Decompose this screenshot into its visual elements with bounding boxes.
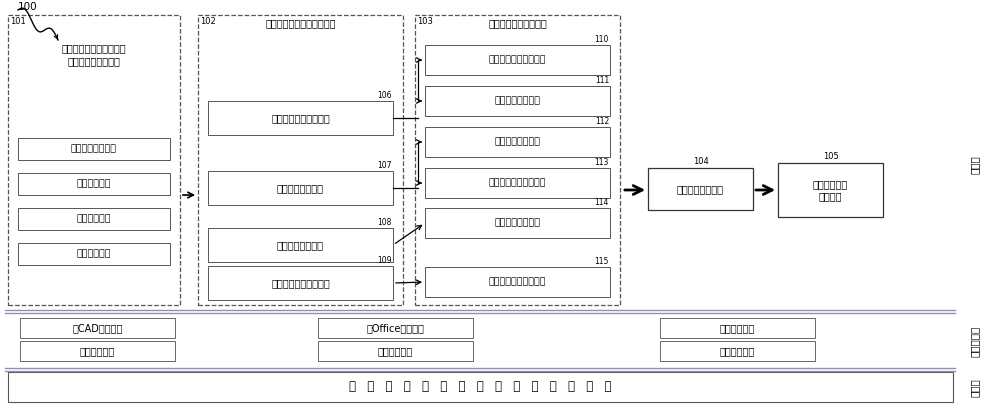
Bar: [425, 127, 610, 157]
Bar: [8, 15, 180, 305]
Text: 101: 101: [10, 17, 26, 26]
Text: 模型变更数据: 模型变更数据: [77, 179, 111, 188]
Bar: [198, 15, 403, 305]
Text: 产品结构变更数据: 产品结构变更数据: [71, 145, 117, 153]
Text: 102: 102: [200, 17, 216, 26]
Text: 113: 113: [595, 158, 609, 167]
Text: 115: 115: [595, 257, 609, 266]
Text: 变更仿真验证模块: 变更仿真验证模块: [494, 219, 540, 228]
Text: 与CAD集成模块: 与CAD集成模块: [72, 323, 123, 333]
Text: 100: 100: [18, 2, 38, 12]
Bar: [18, 138, 170, 160]
Text: 112: 112: [595, 117, 609, 126]
Text: 属性变更数据: 属性变更数据: [77, 215, 111, 224]
Text: 属性变更管理模块: 属性变更管理模块: [277, 183, 324, 193]
Text: 审批流程模块: 审批流程模块: [720, 323, 755, 333]
Text: 权限配置模块: 权限配置模块: [378, 346, 413, 356]
Text: 109: 109: [378, 256, 392, 265]
Text: 模型变更管理模块: 模型变更管理模块: [277, 240, 324, 250]
Text: 工艺配套变更管理模块: 工艺配套变更管理模块: [489, 55, 546, 64]
Bar: [415, 15, 620, 305]
Bar: [318, 341, 473, 361]
Text: 实做状态变更
管理模块: 实做状态变更 管理模块: [813, 179, 848, 201]
Text: 107: 107: [378, 161, 392, 170]
Text: 状态参数变更管理模块: 状态参数变更管理模块: [489, 179, 546, 188]
Bar: [18, 173, 170, 195]
Text: 104: 104: [693, 157, 708, 166]
Text: 108: 108: [378, 218, 392, 227]
Text: 基   于   三   维   的   航   天   器   总   装   系   统   数   据   库: 基 于 三 维 的 航 天 器 总 装 系 统 数 据 库: [349, 381, 612, 394]
Text: 工艺文件变更管理模块: 工艺文件变更管理模块: [488, 18, 547, 28]
Bar: [425, 208, 610, 238]
Text: 数据层: 数据层: [970, 379, 980, 397]
Bar: [208, 101, 393, 135]
Text: 105: 105: [823, 152, 838, 161]
Text: 与Office集成模块: 与Office集成模块: [367, 323, 424, 333]
Text: 实施变更管理模块: 实施变更管理模块: [677, 184, 724, 194]
Text: 111: 111: [595, 76, 609, 85]
Bar: [18, 243, 170, 265]
Text: 产品结构变更管理模块: 产品结构变更管理模块: [271, 113, 330, 123]
Bar: [8, 372, 953, 402]
Bar: [425, 86, 610, 116]
Bar: [660, 318, 815, 338]
Bar: [648, 168, 753, 210]
Text: 应用层: 应用层: [970, 156, 980, 175]
Bar: [20, 341, 175, 361]
Bar: [425, 45, 610, 75]
Text: 103: 103: [417, 17, 433, 26]
Text: 106: 106: [378, 91, 392, 100]
Text: 工艺样机版本管理模块: 工艺样机版本管理模块: [271, 278, 330, 288]
Bar: [425, 168, 610, 198]
Bar: [20, 318, 175, 338]
Text: 工艺数字样机变更管理模块: 工艺数字样机变更管理模块: [265, 18, 336, 28]
Text: 工艺文件版本管理模块: 工艺文件版本管理模块: [489, 277, 546, 286]
Bar: [208, 228, 393, 262]
Bar: [660, 341, 815, 361]
Text: 文本变更管理模块: 文本变更管理模块: [494, 96, 540, 105]
Text: 消息通知模块: 消息通知模块: [720, 346, 755, 356]
Text: 基础平台层: 基础平台层: [970, 325, 980, 357]
Text: 人员管理模块: 人员管理模块: [80, 346, 115, 356]
Text: 基于三维模型的设计及工
艺变更数据输入模块: 基于三维模型的设计及工 艺变更数据输入模块: [62, 43, 126, 66]
Bar: [208, 171, 393, 205]
Bar: [208, 266, 393, 300]
Text: 文本变更管理模块: 文本变更管理模块: [494, 138, 540, 147]
Text: 110: 110: [595, 35, 609, 44]
Bar: [318, 318, 473, 338]
Bar: [425, 267, 610, 297]
Text: 114: 114: [595, 198, 609, 207]
Bar: [778, 163, 883, 217]
Bar: [18, 208, 170, 230]
Text: 版本变更数据: 版本变更数据: [77, 249, 111, 258]
